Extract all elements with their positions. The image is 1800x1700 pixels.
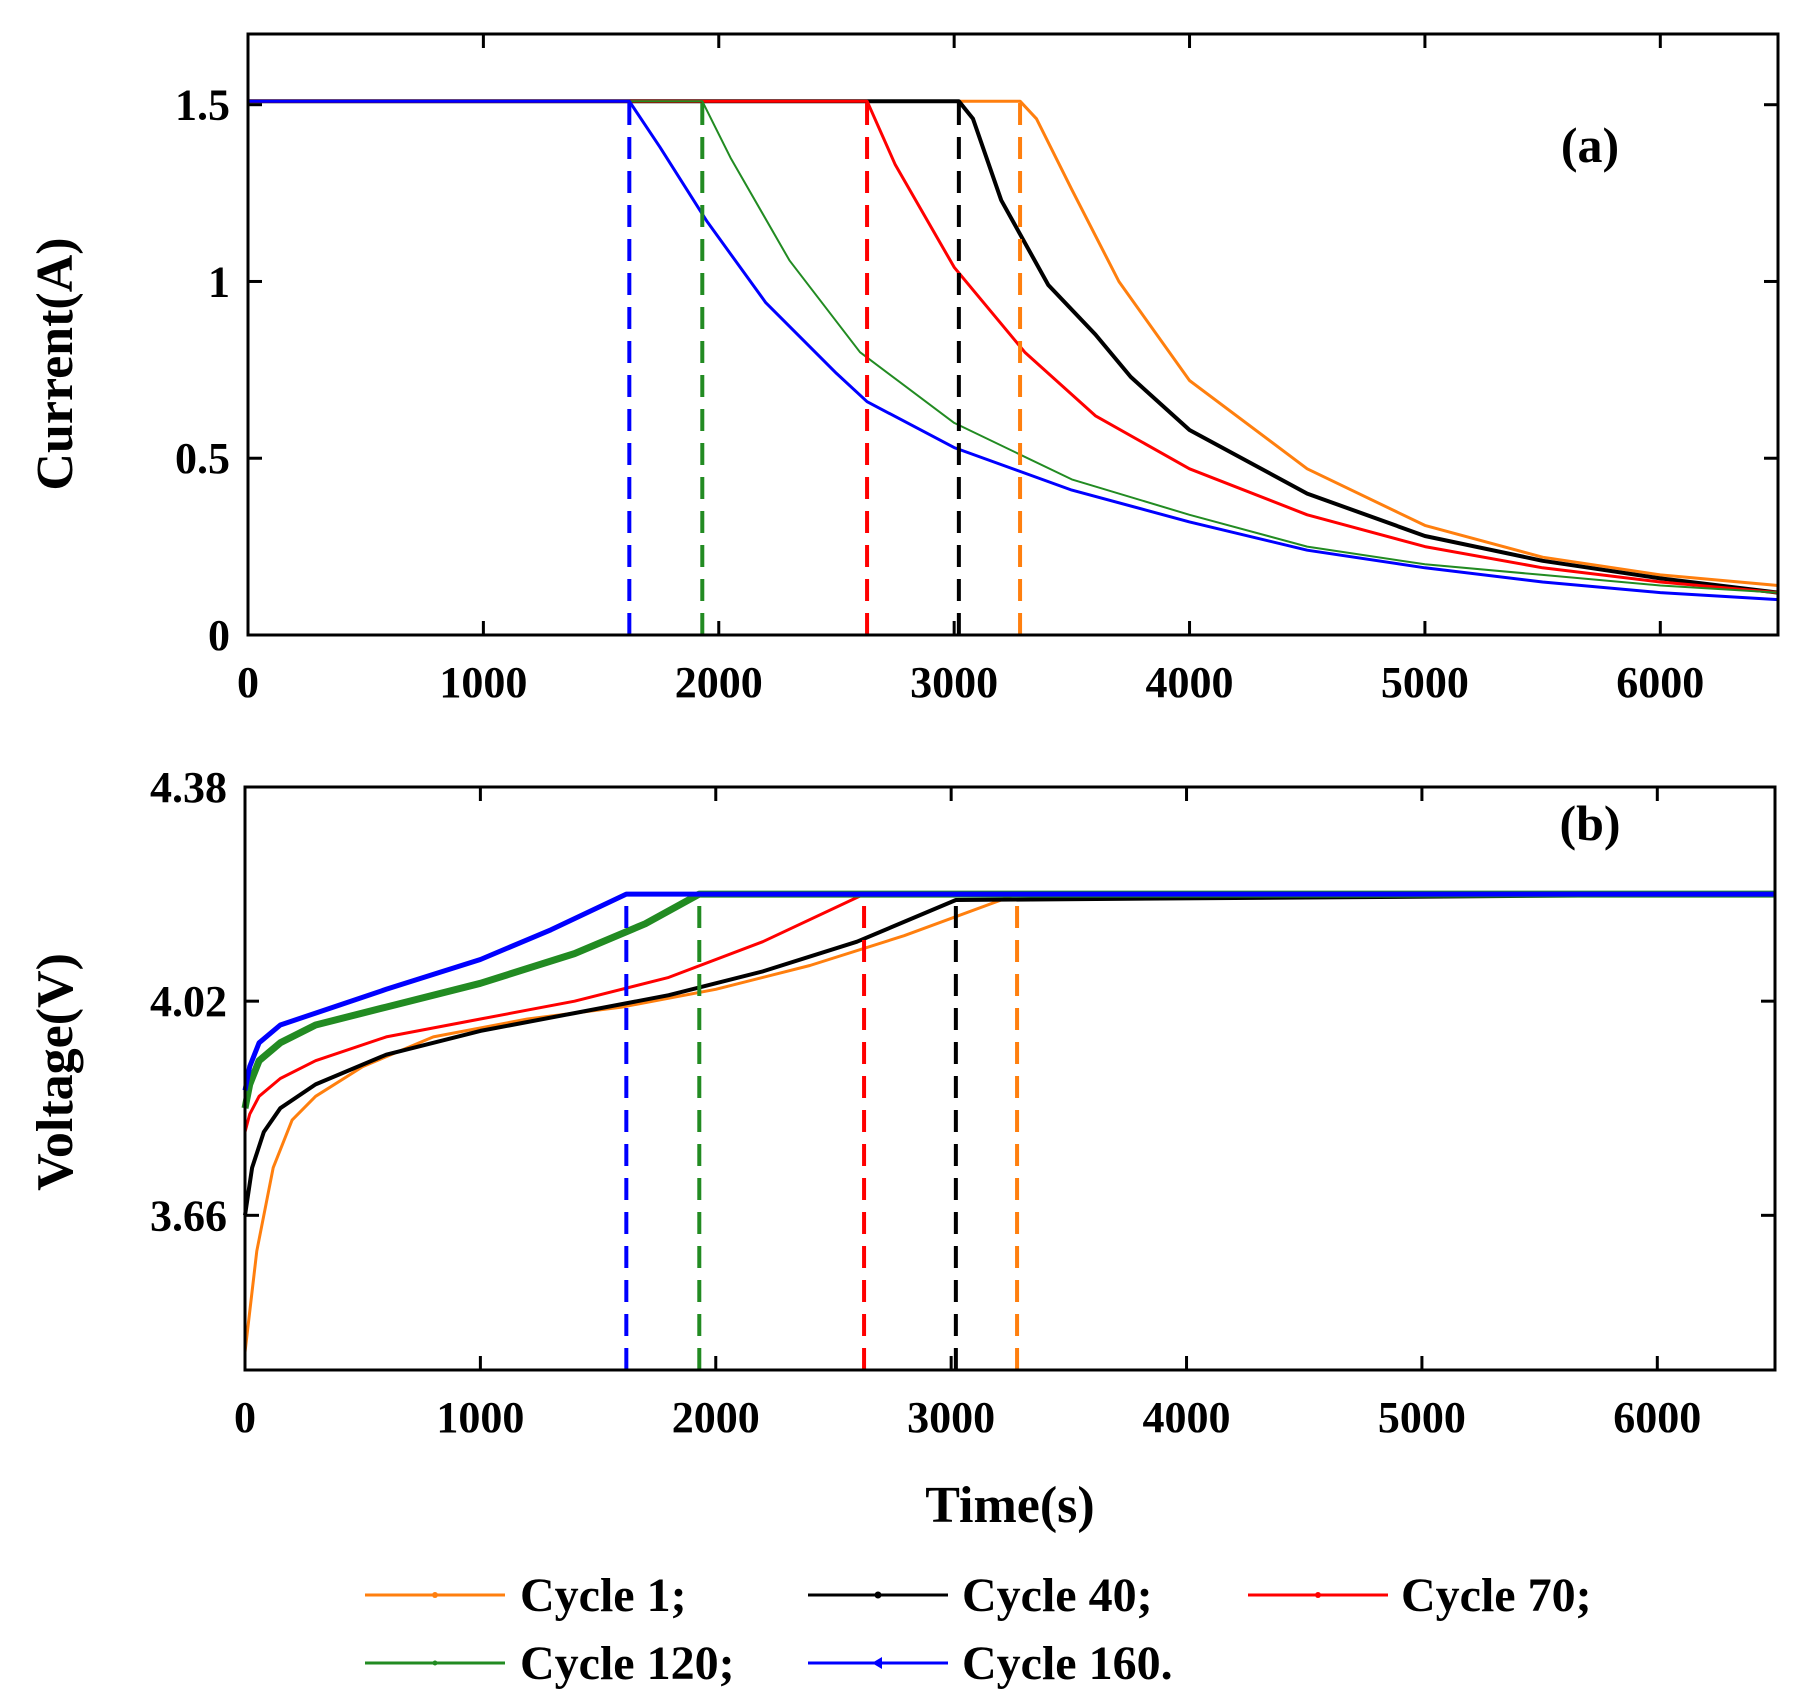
panel-a-series-line-cycle-70 [248, 99, 1779, 595]
x-tick-label: 5000 [1378, 1393, 1466, 1442]
panel-b-y-axis-label: Voltage(V) [27, 953, 84, 1191]
y-tick-label: 0 [208, 611, 230, 660]
legend-label-cycle-70: Cycle 70; [1401, 1569, 1592, 1622]
x-tick-label: 3000 [910, 658, 998, 707]
panel-a-vlines [627, 101, 1023, 635]
legend-marker-cycle-160 [872, 1657, 882, 1669]
legend-label-cycle-160: Cycle 160. [962, 1637, 1173, 1690]
x-tick-label: 2000 [672, 1393, 760, 1442]
x-tick-label: 0 [237, 658, 259, 707]
y-tick-label: 1.5 [175, 81, 230, 130]
panel-a-series-line-cycle-120 [248, 100, 1779, 594]
panel-b-series-line-cycle-40 [243, 892, 1776, 1216]
legend-marker-cycle-1 [432, 1592, 438, 1598]
panel-b-series-line-cycle-70 [243, 892, 1775, 1133]
legend-entry-cycle-40: Cycle 40; [808, 1569, 1153, 1622]
panel-b-label: (b) [1559, 795, 1620, 851]
legend-marker-cycle-120 [432, 1660, 438, 1666]
panel-b-x-ticks: 0 1000 2000 3000 4000 5000 6000 [234, 787, 1701, 1442]
x-tick-label: 6000 [1616, 658, 1704, 707]
panel-a-series [248, 99, 1779, 602]
panel-a-series-line-cycle-160 [248, 99, 1779, 602]
x-axis-label: Time(s) [925, 1477, 1094, 1534]
panel-b-series [241, 890, 1776, 1353]
legend-marker-cycle-40 [874, 1591, 882, 1599]
panel-a-y-axis-label: Current(A) [27, 237, 84, 490]
panel-a-y-ticks: 0 0.5 1 1.5 [175, 81, 1778, 660]
y-tick-label: 1 [208, 257, 230, 306]
x-tick-label: 4000 [1143, 1393, 1231, 1442]
panel-b-frame [243, 785, 1777, 1372]
panel-a-frame [246, 32, 1780, 637]
panel-a-current: 0 1000 2000 3000 4000 5000 6000 0 0.5 1 1.5 (a) C… [27, 32, 1780, 707]
legend-label-cycle-120: Cycle 120; [520, 1637, 735, 1690]
legend-label-cycle-1: Cycle 1; [520, 1569, 687, 1622]
legend-entry-cycle-70: Cycle 70; [1248, 1569, 1592, 1622]
panel-b-vlines [624, 894, 1020, 1370]
x-tick-label: 3000 [907, 1393, 995, 1442]
panel-b-series-line-cycle-120 [241, 890, 1775, 1109]
panel-b-y-ticks: 3.66 4.02 4.38 [150, 763, 1775, 1240]
panel-a-x-ticks: 0 1000 2000 3000 4000 5000 6000 [237, 34, 1704, 707]
x-tick-label: 4000 [1146, 658, 1234, 707]
y-tick-label: 4.38 [150, 763, 227, 812]
y-tick-label: 0.5 [175, 434, 230, 483]
panel-a-series-line-cycle-1 [248, 99, 1779, 587]
panel-b-series-line-cycle-160 [242, 891, 1775, 1091]
panel-b-series-line-cycle-1 [243, 892, 1775, 1353]
y-tick-label: 3.66 [150, 1191, 227, 1240]
x-tick-label: 5000 [1381, 658, 1469, 707]
y-tick-label: 4.02 [150, 977, 227, 1026]
legend-marker-cycle-70 [1315, 1592, 1321, 1598]
legend-entry-cycle-1: Cycle 1; [365, 1569, 687, 1622]
legend: Cycle 1; Cycle 40; Cycle 70; Cycle 120; … [365, 1569, 1592, 1690]
legend-entry-cycle-120: Cycle 120; [365, 1637, 735, 1690]
legend-entry-cycle-160: Cycle 160. [808, 1637, 1173, 1690]
panel-b-voltage: 0 1000 2000 3000 4000 5000 6000 3.66 4.02 4.38 (… [27, 763, 1777, 1534]
x-tick-label: 2000 [675, 658, 763, 707]
panel-a-series-line-cycle-40 [248, 99, 1779, 595]
panel-a-label: (a) [1561, 117, 1619, 173]
x-tick-label: 1000 [436, 1393, 524, 1442]
legend-label-cycle-40: Cycle 40; [962, 1569, 1153, 1622]
x-tick-label: 1000 [439, 658, 527, 707]
x-tick-label: 0 [234, 1393, 256, 1442]
x-tick-label: 6000 [1613, 1393, 1701, 1442]
